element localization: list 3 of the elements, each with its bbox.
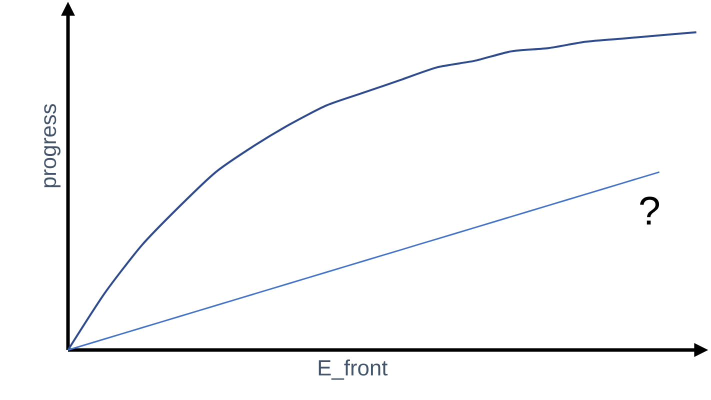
y-axis-title: progress — [44, 104, 60, 188]
x-axis-title: E_front — [318, 360, 388, 380]
annotation: ? — [640, 196, 660, 225]
